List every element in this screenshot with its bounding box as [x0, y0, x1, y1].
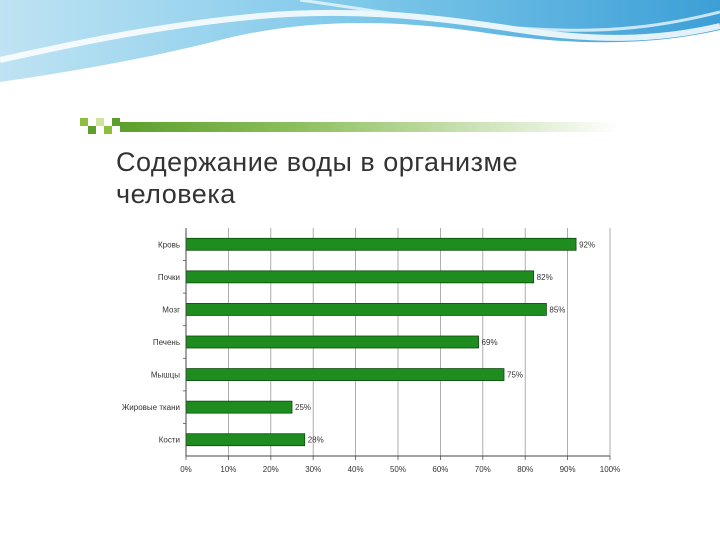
bar [185, 303, 547, 316]
accent-square [80, 118, 88, 126]
header-wave-decoration [0, 0, 720, 82]
data-label: 85% [549, 305, 565, 314]
water-content-bar-chart: Кровь 92% Почки 82% Мозг 85% Печень 69% Мышцы 75%… [100, 222, 630, 482]
category-label: Мышцы [151, 371, 180, 380]
x-tick-label: 90% [560, 465, 576, 474]
x-tick-label: 30% [305, 465, 321, 474]
data-label: 69% [482, 338, 498, 347]
x-tick-label: 0% [180, 465, 192, 474]
x-tick-label: 40% [348, 465, 364, 474]
accent-square [104, 126, 112, 134]
data-label: 25% [295, 403, 311, 412]
x-tick-label: 80% [517, 465, 533, 474]
accent-square [112, 118, 120, 126]
bar [185, 368, 505, 381]
slide-title: Содержание воды в организме человека [116, 146, 586, 210]
accent-square [88, 126, 96, 134]
data-label: 75% [507, 371, 523, 380]
bar [185, 335, 479, 349]
x-tick-label: 70% [475, 465, 491, 474]
category-label: Кровь [158, 240, 180, 249]
data-label: 92% [579, 240, 595, 249]
category-label: Печень [153, 338, 180, 347]
bar [185, 433, 306, 447]
bar [185, 237, 577, 251]
bar [185, 400, 293, 414]
x-tick-label: 50% [390, 465, 406, 474]
bar [185, 270, 535, 284]
x-tick-label: 10% [220, 465, 236, 474]
category-label: Почки [158, 273, 180, 282]
data-label: 28% [308, 436, 324, 445]
accent-square [96, 118, 104, 126]
category-label: Мозг [162, 305, 180, 314]
slide-title-line2: человека [116, 179, 236, 209]
data-label: 82% [537, 273, 553, 282]
x-tick-label: 60% [432, 465, 448, 474]
x-tick-label: 100% [600, 465, 620, 474]
slide-title-line1: Содержание воды в организме [116, 147, 519, 177]
x-tick-label: 20% [263, 465, 279, 474]
category-label: Кости [159, 436, 180, 445]
title-accent-bar [80, 118, 620, 134]
category-label: Жировые ткани [122, 403, 180, 412]
accent-gradient-line [120, 122, 620, 132]
